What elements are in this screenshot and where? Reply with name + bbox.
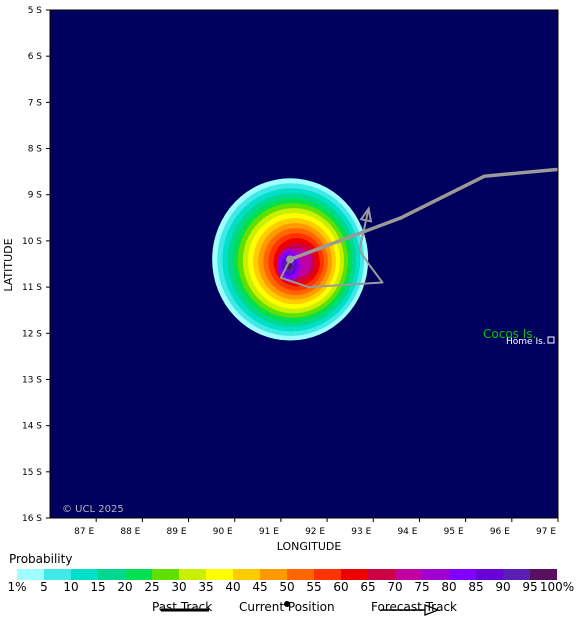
legend-tick-label: 10 (63, 580, 79, 594)
lat-tick-label: 13 S (22, 375, 42, 385)
past-track-key-label: Past Track (152, 600, 213, 614)
legend-tick-label: 50 (279, 580, 295, 594)
lat-tick-label: 9 S (28, 191, 43, 201)
legend-swatch (530, 569, 557, 580)
legend-swatch (152, 569, 179, 580)
x-axis-title: LONGITUDE (277, 540, 342, 553)
lon-tick-label: 90 E (213, 527, 233, 537)
place-label-home: Home Is. (506, 337, 546, 347)
legend-tick-label: 35 (198, 580, 214, 594)
legend-tick-label: 55 (306, 580, 322, 594)
track-layer (279, 167, 558, 289)
current-position-key-label: Current Position (239, 600, 335, 614)
place-label-cocos: Cocos Is. (483, 327, 536, 341)
lat-tick-label: 16 S (22, 514, 42, 524)
legend-swatch (476, 569, 503, 580)
legend-tick-label: 45 (252, 580, 268, 594)
lat-tick-label: 14 S (22, 422, 42, 432)
lat-tick-label: 5 S (28, 6, 43, 16)
legend-tick-label: 95 (522, 580, 538, 594)
forecast-track-line (279, 208, 384, 289)
legend-tick-label: 80 (441, 580, 457, 594)
current-position-key-icon (284, 601, 290, 607)
past-track-key-icon (161, 608, 209, 612)
lon-tick-label: 91 E (259, 527, 279, 537)
lon-tick-label: 95 E (444, 527, 464, 537)
lon-tick-label: 89 E (167, 527, 187, 537)
legend-tick-label: 5 (40, 580, 48, 594)
lon-tick-label: 92 E (305, 527, 325, 537)
legend-swatch (206, 569, 233, 580)
legend-tick-label: 75 (414, 580, 430, 594)
lat-tick-label: 11 S (22, 283, 42, 293)
longitude-axis: 87 E 88 E 89 E 90 E 91 E 92 E 93 E 94 E 95 E 96 E… (74, 518, 559, 537)
legend-tick-label: 90 (495, 580, 511, 594)
legend-tick-label: 30 (171, 580, 187, 594)
legend-swatch (287, 569, 314, 580)
legend-colorbar (17, 569, 557, 580)
legend-title: Probability (9, 552, 73, 566)
forecast-track-key-label: Forecast Track (371, 600, 457, 614)
forecast-track-key-icon (381, 604, 440, 616)
legend-tick-label: 15 (90, 580, 106, 594)
legend-tick-label: 60 (333, 580, 349, 594)
legend-swatch (260, 569, 287, 580)
legend-tick-label: 25 (144, 580, 160, 594)
lat-tick-label: 6 S (28, 52, 43, 62)
legend-swatch (422, 569, 449, 580)
legend-tick-label: 70 (387, 580, 403, 594)
lat-tick-label: 10 S (22, 237, 42, 247)
legend-swatch (368, 569, 395, 580)
probability-map: © UCL 2025 Cocos Is. Home Is. 5 S 6 S 7 S 8… (2, 6, 559, 553)
lon-tick-label: 97 E (536, 527, 556, 537)
legend-swatch (341, 569, 368, 580)
legend-swatch (233, 569, 260, 580)
y-axis-title: LATITUDE (2, 238, 15, 291)
home-island-marker (547, 336, 555, 344)
legend-swatch (98, 569, 125, 580)
legend-swatch (17, 569, 44, 580)
map-frame (49, 9, 559, 519)
legend-tick-label: 40 (225, 580, 241, 594)
legend-swatch (71, 569, 98, 580)
lat-tick-label: 7 S (28, 98, 43, 108)
lon-tick-label: 87 E (74, 527, 94, 537)
legend-tick-label: 1% (7, 580, 27, 594)
legend-tick-label: 65 (360, 580, 376, 594)
lon-tick-label: 96 E (490, 527, 510, 537)
forecast-arrowhead (359, 206, 373, 223)
copyright-label: © UCL 2025 (62, 504, 124, 515)
current-position-marker (286, 255, 295, 264)
legend-swatch (395, 569, 422, 580)
legend-swatch (44, 569, 71, 580)
lat-tick-label: 8 S (28, 145, 43, 155)
lat-tick-label: 15 S (22, 468, 42, 478)
latitude-axis: 5 S 6 S 7 S 8 S 9 S 10 S 11 S 12 S 13 S 14 S 15 S 1… (22, 6, 50, 524)
lon-tick-label: 94 E (397, 527, 417, 537)
lon-tick-label: 93 E (351, 527, 371, 537)
legend-swatch (314, 569, 341, 580)
legend-tick-label: 20 (117, 580, 133, 594)
legend-tick-label: 85 (468, 580, 484, 594)
lat-tick-label: 12 S (22, 329, 42, 339)
legend-tick-label: 100% (539, 580, 575, 594)
lon-tick-label: 88 E (120, 527, 140, 537)
legend-swatch (449, 569, 476, 580)
legend-swatch (125, 569, 152, 580)
probability-contours (212, 178, 369, 341)
legend-swatch (179, 569, 206, 580)
legend-labels: 1% 5 10 15 20 25 30 35 40 45 50 55 60 65 70 75 80 85 90 95 1… (0, 580, 580, 594)
legend-swatch (503, 569, 530, 580)
